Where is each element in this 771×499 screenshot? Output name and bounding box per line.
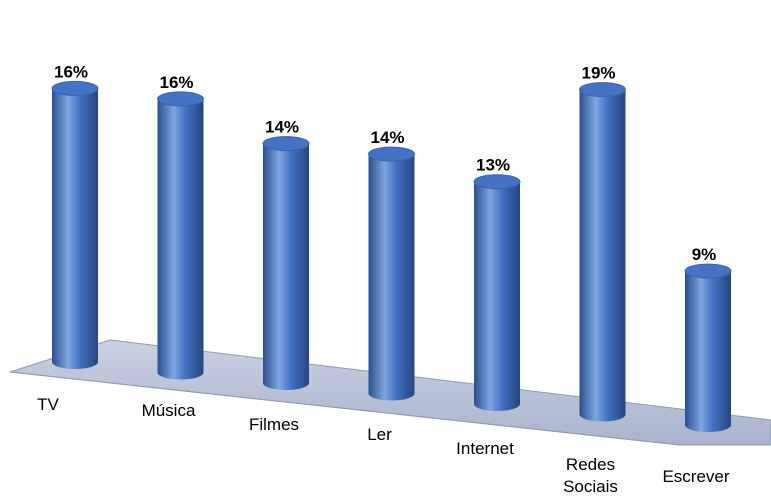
x-axis-line [9, 371, 681, 446]
category-label: Música [142, 401, 196, 420]
bar-top [51, 80, 99, 96]
bar-top [262, 136, 310, 152]
bar-top [684, 263, 732, 279]
bar-5 [473, 174, 521, 411]
bar-1 [51, 80, 99, 370]
bar-body [263, 143, 309, 390]
bar-body [368, 154, 415, 401]
bar-4 [368, 146, 415, 401]
data-label: 9% [692, 245, 717, 264]
category-label: Internet [456, 439, 514, 458]
bar-top [579, 82, 626, 98]
bar-body [157, 98, 204, 380]
bar-7 [684, 263, 732, 432]
category-label: TV [37, 395, 59, 414]
bar-3 [262, 136, 310, 390]
data-label: 16% [159, 73, 193, 92]
category-label: Redes Sociais [563, 455, 618, 496]
bar-2 [157, 91, 204, 380]
bar-top [368, 146, 415, 162]
data-label: 14% [265, 118, 299, 137]
data-label: 13% [476, 156, 510, 175]
bar-top [473, 174, 521, 190]
bar-body [474, 181, 520, 411]
bar-6 [579, 82, 626, 422]
data-label: 14% [370, 128, 404, 147]
category-label: Escrever [662, 467, 729, 486]
bar-top [157, 91, 204, 107]
category-label: Ler [367, 425, 392, 444]
category-label: Filmes [249, 415, 299, 434]
bar-body [685, 271, 731, 432]
bar-body [52, 88, 98, 370]
bar-body [579, 89, 626, 422]
data-label: 16% [54, 62, 88, 81]
data-label: 19% [581, 64, 615, 83]
